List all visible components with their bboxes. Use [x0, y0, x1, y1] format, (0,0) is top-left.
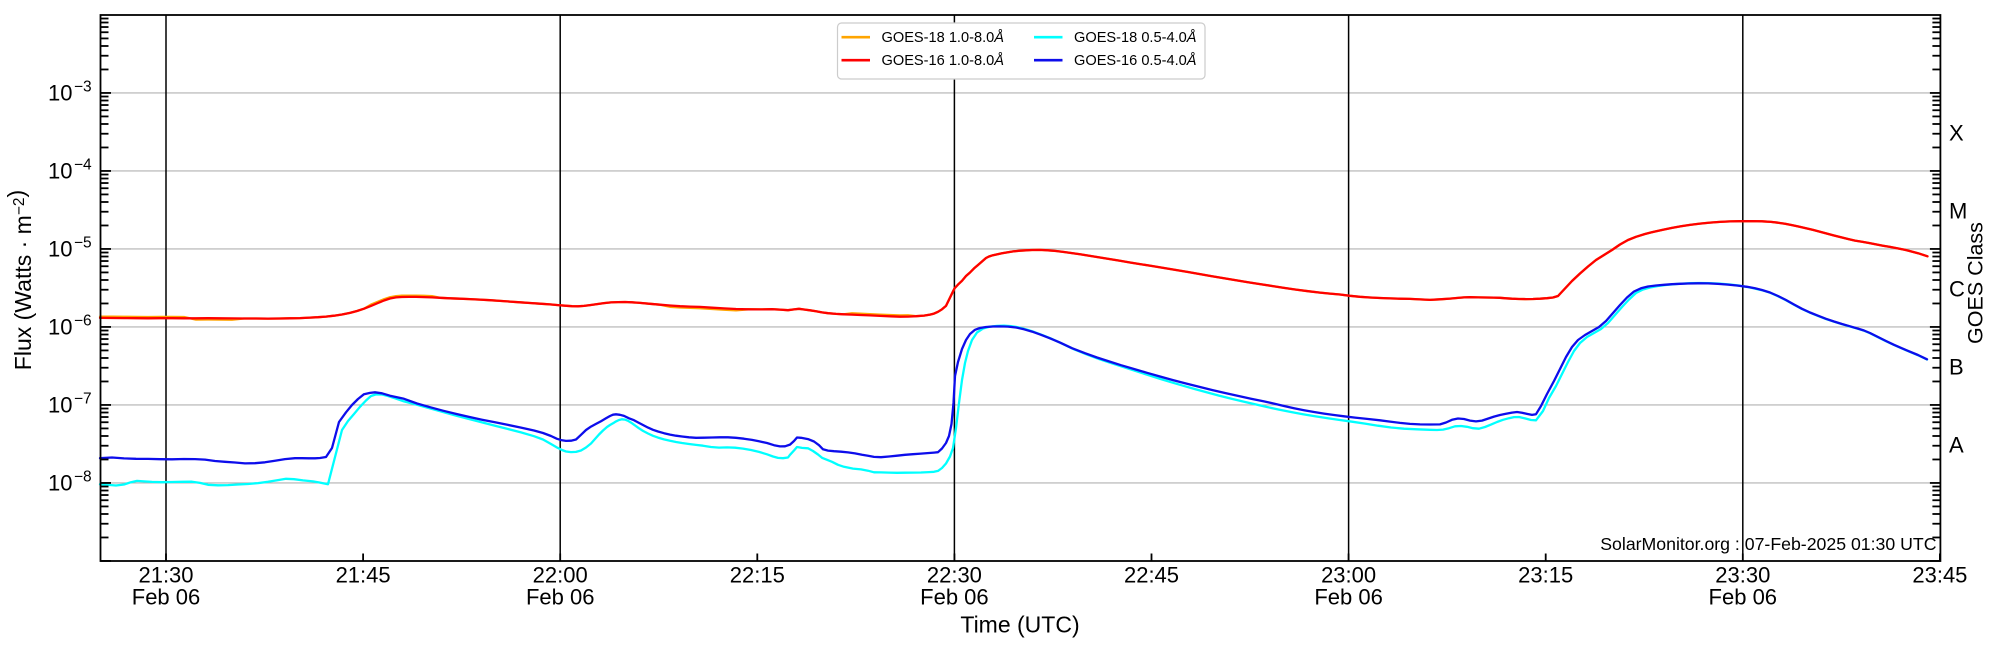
- svg-text:10: 10: [48, 81, 72, 106]
- svg-text:M: M: [1949, 199, 1967, 224]
- svg-text:Feb 06: Feb 06: [526, 585, 595, 610]
- svg-text:Feb 06: Feb 06: [920, 585, 989, 610]
- svg-text:23:30: 23:30: [1715, 563, 1770, 588]
- svg-text:Time (UTC): Time (UTC): [960, 612, 1079, 638]
- svg-text:−4: −4: [74, 157, 92, 174]
- svg-text:21:30: 21:30: [138, 563, 193, 588]
- svg-text:−6: −6: [74, 313, 92, 330]
- svg-text:Feb 06: Feb 06: [1314, 585, 1383, 610]
- svg-text:22:00: 22:00: [533, 563, 588, 588]
- svg-text:B: B: [1949, 355, 1964, 380]
- svg-text:A: A: [1949, 433, 1964, 458]
- svg-text:10: 10: [48, 237, 72, 262]
- svg-text:−8: −8: [74, 469, 92, 486]
- svg-text:GOES-16 1.0-8.0Å: GOES-16 1.0-8.0Å: [882, 52, 1005, 69]
- svg-text:22:15: 22:15: [730, 563, 785, 588]
- svg-text:10: 10: [48, 159, 72, 184]
- svg-text:10: 10: [48, 315, 72, 340]
- svg-text:22:45: 22:45: [1124, 563, 1179, 588]
- svg-text:Feb 06: Feb 06: [132, 585, 201, 610]
- svg-text:21:45: 21:45: [336, 563, 391, 588]
- svg-text:Feb 06: Feb 06: [1709, 585, 1778, 610]
- svg-text:GOES Class: GOES Class: [1964, 222, 1988, 344]
- svg-text:C: C: [1949, 277, 1965, 302]
- svg-text:−5: −5: [74, 235, 92, 252]
- svg-text:GOES-16 0.5-4.0Å: GOES-16 0.5-4.0Å: [1074, 52, 1197, 69]
- svg-text:23:15: 23:15: [1518, 563, 1573, 588]
- svg-text:23:00: 23:00: [1321, 563, 1376, 588]
- svg-text:23:45: 23:45: [1912, 563, 1967, 588]
- svg-text:10: 10: [48, 393, 72, 418]
- svg-text:−3: −3: [74, 79, 92, 96]
- svg-text:GOES-18 0.5-4.0Å: GOES-18 0.5-4.0Å: [1074, 29, 1197, 46]
- svg-text:SolarMonitor.org : 07-Feb-2025: SolarMonitor.org : 07-Feb-2025 01:30 UTC: [1600, 534, 1936, 554]
- svg-text:X: X: [1949, 121, 1964, 146]
- svg-text:22:30: 22:30: [927, 563, 982, 588]
- svg-text:GOES-18 1.0-8.0Å: GOES-18 1.0-8.0Å: [882, 29, 1005, 46]
- svg-text:10: 10: [48, 471, 72, 496]
- svg-text:−7: −7: [74, 391, 92, 408]
